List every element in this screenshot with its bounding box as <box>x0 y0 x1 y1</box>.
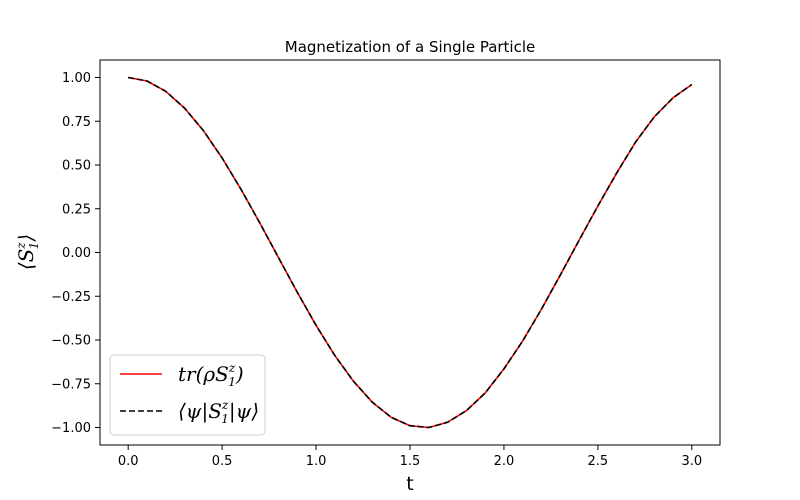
x-tick-label: 1.0 <box>306 454 327 469</box>
legend-label-trace: tr(ρSz 1) <box>178 361 244 389</box>
legend-box <box>109 354 266 436</box>
y-tick-label: −0.50 <box>51 334 91 349</box>
x-tick-label: 0.0 <box>118 454 139 469</box>
y-tick-label: −0.75 <box>51 377 91 392</box>
series-layer <box>128 76 693 429</box>
y-tick-label: 0.25 <box>62 202 91 217</box>
y-axis-label: ⟨Sz1⟩ <box>14 234 41 270</box>
x-tick-label: 2.0 <box>494 454 515 469</box>
x-axis-label: t <box>406 473 413 495</box>
x-tick-label: 3.0 <box>681 454 702 469</box>
y-tick-label: −1.00 <box>51 421 91 436</box>
x-tick-label: 2.5 <box>588 454 609 469</box>
y-tick-label: 1.00 <box>62 71 91 86</box>
series-line-expectation <box>128 76 693 429</box>
y-tick-label: 0.00 <box>62 246 91 261</box>
y-axis: 1.00 0.75 0.50 0.25 0.00 −0.25 −0.50 −0.75 −1.00 <box>51 71 100 436</box>
chart-title: Magnetization of a Single Particle <box>285 38 536 56</box>
y-tick-label: 0.75 <box>62 115 91 130</box>
x-tick-label: 1.5 <box>400 454 421 469</box>
x-tick-label: 0.5 <box>212 454 233 469</box>
y-tick-label: −0.25 <box>51 290 91 305</box>
y-tick-label: 0.50 <box>62 159 91 174</box>
legend: tr(ρSz 1) ⟨ψ|Sz 1|ψ⟩ <box>109 354 266 436</box>
plot-frame <box>99 59 721 446</box>
legend-label-expectation: ⟨ψ|Sz 1|ψ⟩ <box>178 398 259 426</box>
x-axis: 0.0 0.5 1.0 1.5 2.0 2.5 3.0 <box>118 445 702 469</box>
